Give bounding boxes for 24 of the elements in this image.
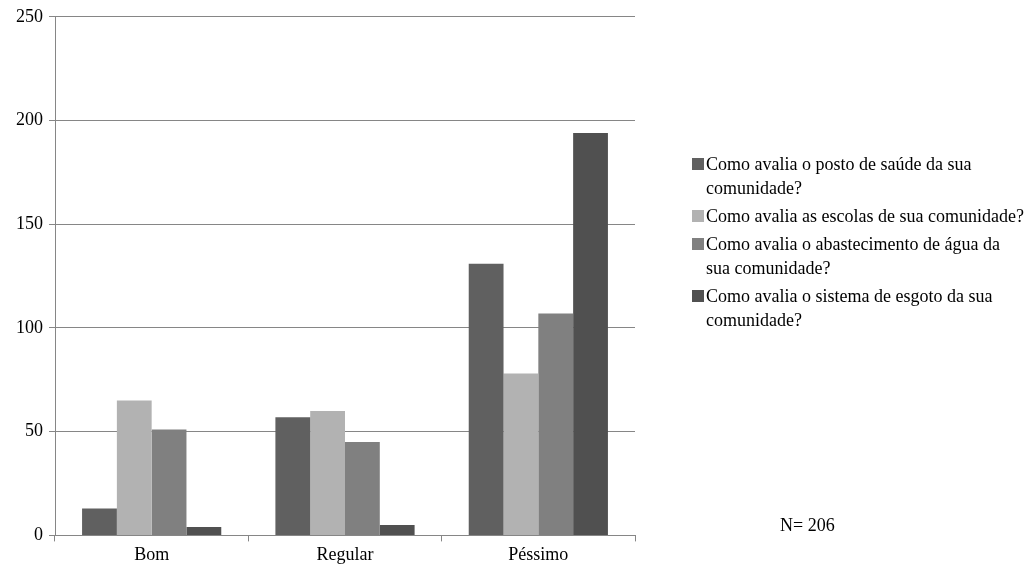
y-tick-label: 0 [34,524,43,545]
bar [186,527,222,535]
x-tick-label: Regular [316,543,374,564]
bar [275,417,311,535]
bar [310,410,345,535]
bar [116,400,152,535]
bar [468,263,504,535]
legend-label: Como avalia o abastecimento de água da sua comunidade? [706,233,1001,280]
bar [503,373,539,535]
bar [345,442,380,535]
y-tick-label: 50 [25,420,43,441]
y-tick-label: 150 [16,212,43,233]
legend-label: Como avalia o posto de saúde da sua comunidade? [706,153,973,200]
bar [379,525,415,535]
legend-label: Como avalia o sistema de esgoto da sua comunidade? [706,285,994,332]
bar [82,508,117,535]
legend-label: Como avalia as escolas de sua comunidade? [706,205,1024,228]
bar [573,132,608,535]
y-tick-label: 250 [16,5,43,26]
x-tick-label: Bom [134,543,170,564]
text: N= 206 [780,515,835,536]
y-tick-label: 100 [16,316,43,337]
y-tick-label: 200 [16,109,43,130]
x-tick-label: Péssimo [508,543,569,564]
